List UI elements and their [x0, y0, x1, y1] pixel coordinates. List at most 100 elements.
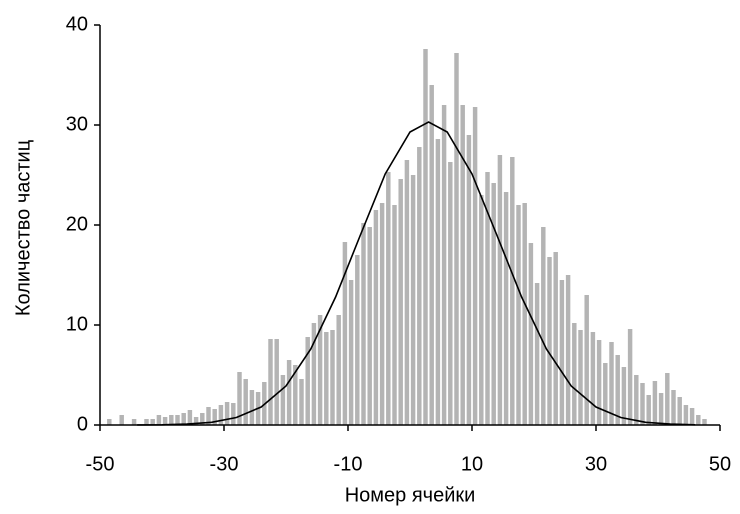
- bar: [497, 155, 503, 425]
- bar: [640, 383, 645, 425]
- bar: [479, 195, 484, 425]
- bar: [187, 410, 193, 425]
- x-axis-title: Номер ячейки: [345, 484, 476, 506]
- bar: [683, 405, 689, 425]
- bar: [249, 390, 255, 425]
- bar: [634, 375, 639, 425]
- bar: [627, 329, 633, 425]
- bar: [392, 205, 397, 425]
- bar: [423, 49, 428, 425]
- x-tick-label: 50: [709, 453, 731, 475]
- bar: [243, 379, 248, 425]
- bar: [107, 419, 112, 425]
- bar: [280, 375, 286, 425]
- bar: [311, 323, 317, 425]
- bar: [466, 135, 472, 425]
- bar: [379, 203, 385, 425]
- bar: [485, 172, 490, 425]
- bar: [200, 413, 205, 425]
- bar: [410, 175, 416, 425]
- y-tick-label: 30: [66, 113, 88, 135]
- bar: [609, 342, 614, 425]
- bar: [367, 227, 372, 425]
- bar: [448, 162, 453, 425]
- bar: [472, 107, 478, 425]
- bar: [503, 192, 509, 425]
- bar: [324, 332, 329, 425]
- bar: [355, 255, 360, 425]
- bar: [547, 257, 552, 425]
- bar: [603, 363, 608, 425]
- y-tick-label: 0: [77, 413, 88, 435]
- y-tick-label: 20: [66, 213, 88, 235]
- x-tick-label: 30: [585, 453, 607, 475]
- bar: [696, 415, 701, 425]
- bar: [572, 323, 577, 425]
- bar: [658, 393, 664, 425]
- bar: [131, 419, 137, 425]
- bar: [460, 105, 465, 425]
- bar: [162, 417, 168, 425]
- bar: [224, 402, 230, 425]
- bar: [293, 365, 298, 425]
- bar: [404, 160, 410, 425]
- fit-curve: [137, 121, 696, 426]
- bar: [119, 415, 124, 425]
- bar: [652, 381, 658, 425]
- bar: [454, 53, 459, 425]
- y-tick-label: 10: [66, 313, 88, 335]
- bar: [441, 105, 447, 425]
- bar: [522, 203, 527, 425]
- bar: [528, 243, 534, 425]
- y-axis-title: Количество частиц: [12, 140, 34, 316]
- bar: [330, 330, 335, 425]
- bar: [671, 390, 676, 425]
- bar: [181, 413, 186, 425]
- bar: [212, 409, 217, 425]
- bar: [386, 172, 391, 425]
- bar: [689, 408, 695, 425]
- bar: [510, 157, 515, 425]
- bar: [237, 372, 242, 425]
- x-tick-label: -10: [334, 453, 363, 475]
- bar: [565, 275, 571, 425]
- bar: [429, 85, 434, 425]
- bar: [299, 379, 304, 425]
- bar: [361, 223, 366, 425]
- bar: [193, 417, 199, 425]
- bar: [317, 315, 323, 425]
- bar: [665, 373, 670, 425]
- bar: [677, 397, 682, 425]
- bar: [175, 415, 180, 425]
- bar: [231, 403, 236, 425]
- bar: [541, 227, 546, 425]
- bar: [348, 280, 354, 425]
- bar: [621, 367, 627, 425]
- bar: [553, 252, 558, 425]
- bar: [169, 415, 174, 425]
- bar: [646, 395, 651, 425]
- x-tick-label: 10: [461, 453, 483, 475]
- bar: [534, 283, 540, 425]
- bar: [206, 407, 211, 425]
- y-tick-label: 40: [66, 13, 88, 35]
- bar: [615, 355, 620, 425]
- bar: [274, 339, 279, 425]
- bar: [435, 139, 441, 425]
- bar: [286, 360, 292, 425]
- bar: [373, 210, 379, 425]
- bar: [305, 337, 310, 425]
- bar: [702, 419, 707, 425]
- bar: [144, 419, 149, 425]
- bar: [590, 332, 596, 425]
- bar: [559, 280, 565, 425]
- bar: [150, 419, 155, 425]
- bar: [398, 179, 403, 425]
- bar: [417, 147, 422, 425]
- bar: [268, 339, 273, 425]
- x-tick-label: -50: [86, 453, 115, 475]
- bar: [596, 340, 602, 425]
- bar: [578, 330, 583, 425]
- x-tick-label: -30: [210, 453, 239, 475]
